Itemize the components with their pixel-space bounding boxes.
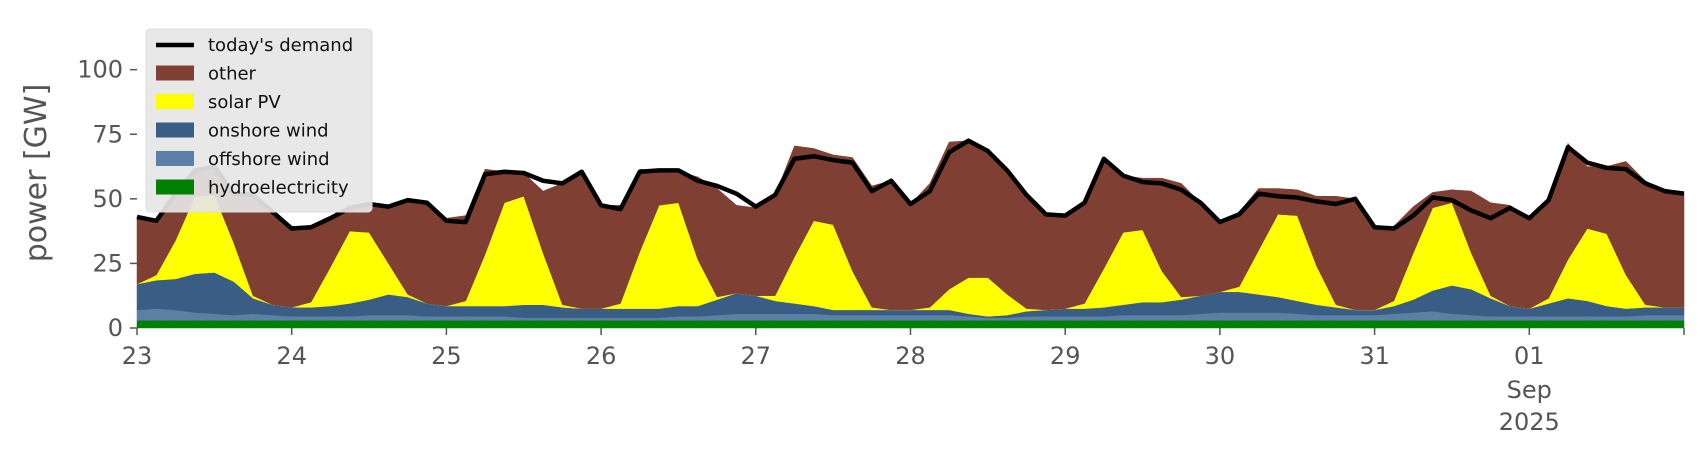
y-tick-label: 50	[92, 185, 123, 213]
legend-label-solar-pv: solar PV	[208, 92, 281, 113]
y-tick-label: 25	[92, 249, 123, 277]
x-tick-label: 31	[1359, 342, 1390, 370]
x-tick-label: 23	[122, 342, 153, 370]
legend-swatch-offshore-wind	[156, 151, 194, 166]
x-tick-label: 30	[1205, 342, 1236, 370]
y-axis-label: power [GW]	[19, 84, 54, 263]
legend-swatch-onshore-wind	[156, 122, 194, 138]
legend-label-other: other	[208, 64, 257, 85]
x-tick-sublabel: Sep	[1507, 376, 1552, 404]
legend-swatch-other	[156, 65, 194, 81]
legend-swatch-solar-pv	[156, 94, 194, 109]
x-axis: 23 24 25 26 27 28 29 30 31 01 Sep 2025	[122, 328, 1685, 436]
x-tick-label: 24	[276, 342, 307, 370]
x-tick-label: 25	[431, 342, 462, 370]
demand-line-group	[136, 138, 1685, 231]
legend-box	[145, 28, 373, 213]
area-hydroelectricity	[136, 320, 1685, 329]
legend-swatch-hydroelectricity	[156, 179, 194, 195]
legend-label-hydroelectricity: hydroelectricity	[208, 178, 349, 199]
x-tick-label: 29	[1050, 342, 1081, 370]
x-tick-label: 26	[586, 342, 617, 370]
legend-label-offshore-wind: offshore wind	[208, 149, 330, 170]
y-tick-label: 100	[77, 56, 123, 84]
line-today-s-demand	[136, 138, 1685, 231]
legend: today's demand other solar PV onshore wind o…	[145, 28, 373, 213]
x-tick-label: 01	[1514, 342, 1545, 370]
x-tick-sublabel: 2025	[1499, 408, 1560, 436]
legend-label-today-s-demand: today's demand	[208, 35, 353, 56]
x-tick-label: 27	[741, 342, 772, 370]
x-tick-label: 28	[895, 342, 926, 370]
y-axis: 0 25 50 75 100	[77, 56, 137, 342]
legend-label-onshore-wind: onshore wind	[208, 121, 329, 142]
y-tick-label: 75	[92, 120, 123, 148]
y-tick-label: 0	[108, 314, 123, 342]
